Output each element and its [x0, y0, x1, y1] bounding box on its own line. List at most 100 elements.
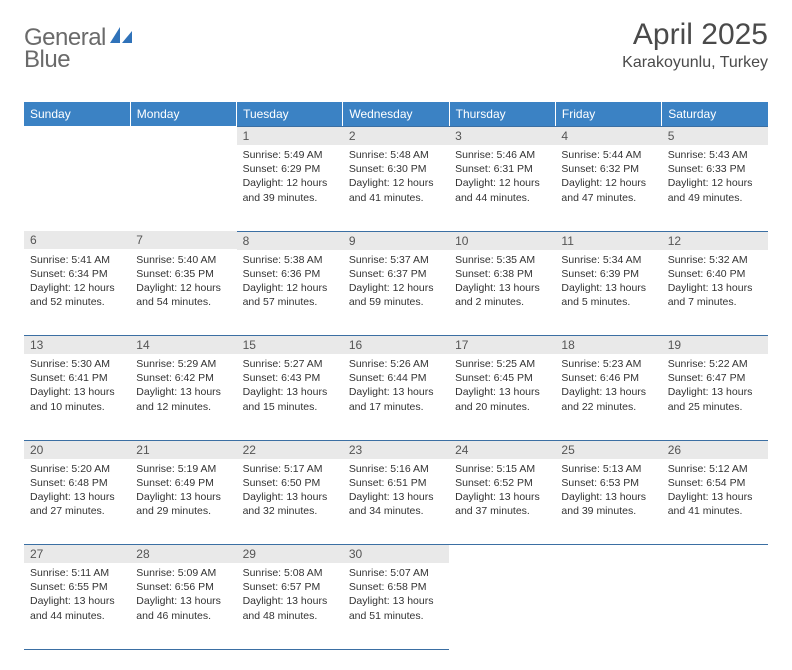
day-details: Sunrise: 5:07 AMSunset: 6:58 PMDaylight:…	[343, 563, 449, 627]
sunset-text: Sunset: 6:39 PM	[561, 267, 655, 281]
day-details: Sunrise: 5:49 AMSunset: 6:29 PMDaylight:…	[237, 145, 343, 209]
day-number: 4	[555, 126, 661, 145]
day-number: 16	[343, 336, 449, 354]
day-number: 11	[555, 232, 661, 250]
daylight-text-1: Daylight: 12 hours	[349, 281, 443, 295]
sunset-text: Sunset: 6:42 PM	[136, 371, 230, 385]
empty-cell	[449, 563, 555, 649]
sunrise-text: Sunrise: 5:43 AM	[668, 148, 762, 162]
day-number: 13	[24, 336, 130, 354]
day-cell: Sunrise: 5:25 AMSunset: 6:45 PMDaylight:…	[449, 354, 555, 440]
location-label: Karakoyunlu, Turkey	[622, 54, 768, 72]
daylight-text-1: Daylight: 13 hours	[668, 490, 762, 504]
day-cell: Sunrise: 5:13 AMSunset: 6:53 PMDaylight:…	[555, 459, 661, 545]
empty-cell	[662, 545, 768, 564]
daylight-text-2: and 34 minutes.	[349, 504, 443, 518]
sunrise-text: Sunrise: 5:37 AM	[349, 253, 443, 267]
empty-cell	[130, 126, 236, 145]
sunset-text: Sunset: 6:57 PM	[243, 580, 337, 594]
daynum-row: 12345	[24, 126, 768, 145]
daylight-text-2: and 5 minutes.	[561, 295, 655, 309]
daynum-row: 27282930	[24, 545, 768, 564]
sunrise-text: Sunrise: 5:16 AM	[349, 462, 443, 476]
day-details: Sunrise: 5:40 AMSunset: 6:35 PMDaylight:…	[130, 250, 236, 314]
calendar-page: General April 2025 Karakoyunlu, Turkey B…	[0, 0, 792, 670]
daylight-text-1: Daylight: 13 hours	[136, 490, 230, 504]
day-details: Sunrise: 5:22 AMSunset: 6:47 PMDaylight:…	[662, 354, 768, 418]
daylight-text-2: and 20 minutes.	[455, 400, 549, 414]
sunrise-text: Sunrise: 5:41 AM	[30, 253, 124, 267]
day-number: 5	[662, 126, 768, 145]
day-details: Sunrise: 5:23 AMSunset: 6:46 PMDaylight:…	[555, 354, 661, 418]
page-header: General April 2025 Karakoyunlu, Turkey	[24, 18, 768, 72]
day-number: 18	[555, 336, 661, 354]
daylight-text-2: and 51 minutes.	[349, 609, 443, 623]
sunrise-text: Sunrise: 5:12 AM	[668, 462, 762, 476]
daylight-text-2: and 59 minutes.	[349, 295, 443, 309]
daylight-text-1: Daylight: 13 hours	[243, 594, 337, 608]
sunset-text: Sunset: 6:58 PM	[349, 580, 443, 594]
daylight-text-1: Daylight: 13 hours	[668, 385, 762, 399]
sunrise-text: Sunrise: 5:38 AM	[243, 253, 337, 267]
sail-icon	[110, 27, 132, 50]
weekday-header: Sunday	[24, 102, 130, 126]
daylight-text-2: and 52 minutes.	[30, 295, 124, 309]
daylight-text-2: and 39 minutes.	[243, 191, 337, 205]
sunrise-text: Sunrise: 5:44 AM	[561, 148, 655, 162]
day-cell: Sunrise: 5:38 AMSunset: 6:36 PMDaylight:…	[237, 250, 343, 336]
week-row: Sunrise: 5:30 AMSunset: 6:41 PMDaylight:…	[24, 354, 768, 440]
day-number: 7	[130, 231, 236, 249]
daylight-text-1: Daylight: 13 hours	[455, 281, 549, 295]
weekday-header: Monday	[130, 102, 236, 126]
sunrise-text: Sunrise: 5:40 AM	[136, 253, 230, 267]
day-number: 1	[237, 126, 343, 145]
sunset-text: Sunset: 6:49 PM	[136, 476, 230, 490]
sunrise-text: Sunrise: 5:29 AM	[136, 357, 230, 371]
sunset-text: Sunset: 6:51 PM	[349, 476, 443, 490]
daylight-text-1: Daylight: 13 hours	[668, 281, 762, 295]
week-row: Sunrise: 5:11 AMSunset: 6:55 PMDaylight:…	[24, 563, 768, 649]
week-row: Sunrise: 5:41 AMSunset: 6:34 PMDaylight:…	[24, 250, 768, 336]
day-cell: Sunrise: 5:19 AMSunset: 6:49 PMDaylight:…	[130, 459, 236, 545]
daynum-row: 20212223242526	[24, 440, 768, 459]
daynum-row: 6789101112	[24, 231, 768, 250]
day-details: Sunrise: 5:35 AMSunset: 6:38 PMDaylight:…	[449, 250, 555, 314]
weekday-header: Friday	[555, 102, 661, 126]
day-details: Sunrise: 5:44 AMSunset: 6:32 PMDaylight:…	[555, 145, 661, 209]
day-number: 10	[449, 232, 555, 250]
sunrise-text: Sunrise: 5:08 AM	[243, 566, 337, 580]
day-cell: Sunrise: 5:17 AMSunset: 6:50 PMDaylight:…	[237, 459, 343, 545]
sunrise-text: Sunrise: 5:17 AM	[243, 462, 337, 476]
sunrise-text: Sunrise: 5:20 AM	[30, 462, 124, 476]
daylight-text-2: and 17 minutes.	[349, 400, 443, 414]
sunrise-text: Sunrise: 5:30 AM	[30, 357, 124, 371]
daylight-text-2: and 37 minutes.	[455, 504, 549, 518]
empty-cell	[24, 126, 130, 145]
day-cell: Sunrise: 5:22 AMSunset: 6:47 PMDaylight:…	[662, 354, 768, 440]
sunrise-text: Sunrise: 5:32 AM	[668, 253, 762, 267]
day-details: Sunrise: 5:37 AMSunset: 6:37 PMDaylight:…	[343, 250, 449, 314]
empty-cell	[555, 545, 661, 564]
weekday-header: Saturday	[662, 102, 768, 126]
daylight-text-2: and 44 minutes.	[455, 191, 549, 205]
daylight-text-1: Daylight: 13 hours	[136, 594, 230, 608]
day-number: 15	[237, 336, 343, 354]
weekday-header: Wednesday	[343, 102, 449, 126]
weekday-header: Thursday	[449, 102, 555, 126]
sunset-text: Sunset: 6:29 PM	[243, 162, 337, 176]
day-details: Sunrise: 5:43 AMSunset: 6:33 PMDaylight:…	[662, 145, 768, 209]
day-details: Sunrise: 5:20 AMSunset: 6:48 PMDaylight:…	[24, 459, 130, 523]
sunset-text: Sunset: 6:56 PM	[136, 580, 230, 594]
sunrise-text: Sunrise: 5:09 AM	[136, 566, 230, 580]
empty-cell	[24, 145, 130, 231]
daylight-text-2: and 32 minutes.	[243, 504, 337, 518]
sunrise-text: Sunrise: 5:49 AM	[243, 148, 337, 162]
day-number: 17	[449, 336, 555, 354]
day-cell: Sunrise: 5:32 AMSunset: 6:40 PMDaylight:…	[662, 250, 768, 336]
daylight-text-2: and 2 minutes.	[455, 295, 549, 309]
daylight-text-1: Daylight: 12 hours	[136, 281, 230, 295]
day-details: Sunrise: 5:38 AMSunset: 6:36 PMDaylight:…	[237, 250, 343, 314]
sunset-text: Sunset: 6:40 PM	[668, 267, 762, 281]
sunrise-text: Sunrise: 5:48 AM	[349, 148, 443, 162]
day-number: 22	[237, 441, 343, 459]
